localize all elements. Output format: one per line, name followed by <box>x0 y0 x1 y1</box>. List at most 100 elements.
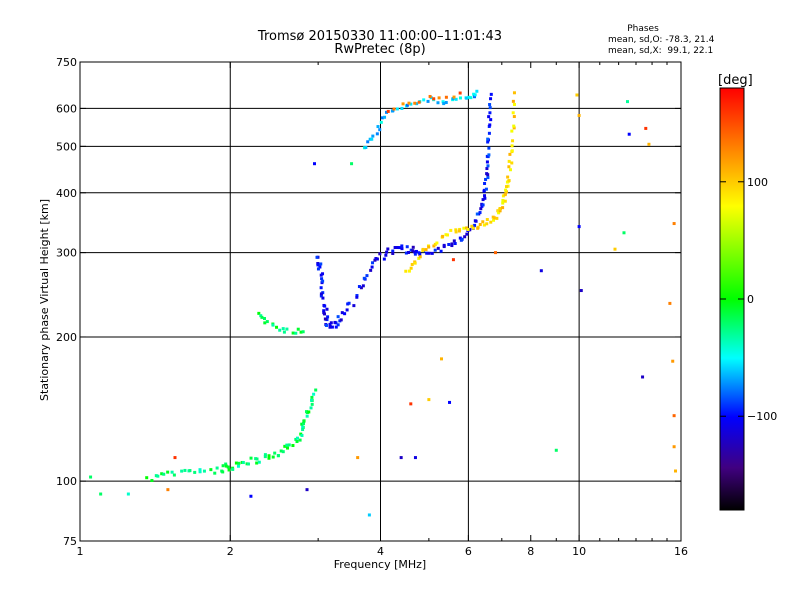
data-point <box>407 101 411 105</box>
data-point <box>263 453 267 457</box>
data-point <box>172 473 176 477</box>
data-point <box>407 269 411 273</box>
data-point <box>237 461 241 465</box>
data-point <box>430 251 434 255</box>
data-point <box>501 206 505 210</box>
colorbar-tick-label: −100 <box>747 410 777 423</box>
data-point <box>326 315 330 319</box>
data-point <box>224 462 228 466</box>
data-point <box>462 226 466 230</box>
data-point <box>485 172 489 176</box>
data-point <box>257 311 261 315</box>
x-tick-label: 2 <box>227 545 234 558</box>
data-point <box>383 115 387 119</box>
data-point <box>415 102 419 106</box>
data-point <box>319 286 323 290</box>
data-point <box>392 107 396 111</box>
data-point <box>435 241 439 245</box>
data-point <box>281 450 285 454</box>
data-point <box>319 262 323 266</box>
data-point <box>273 451 277 455</box>
data-point <box>483 181 487 185</box>
data-point <box>287 443 291 447</box>
data-point <box>622 231 626 235</box>
data-point <box>476 226 480 230</box>
data-point <box>512 126 516 130</box>
data-point <box>302 422 306 426</box>
data-point <box>150 479 154 483</box>
chart-title: Tromsø 20150330 11:00:00–11:01:43 <box>257 29 502 44</box>
data-point <box>501 194 505 198</box>
data-point <box>445 233 449 237</box>
data-point <box>458 227 462 231</box>
data-point <box>489 97 493 101</box>
data-point <box>625 100 629 104</box>
data-point <box>386 109 390 113</box>
data-point <box>510 161 514 165</box>
data-point <box>224 464 228 468</box>
data-point <box>271 323 275 327</box>
data-point <box>300 422 304 426</box>
x-tick-label: 4 <box>377 545 384 558</box>
data-point <box>202 469 206 473</box>
data-point <box>505 180 509 184</box>
data-point <box>193 470 197 474</box>
data-point <box>452 239 456 243</box>
data-point <box>282 330 286 334</box>
data-point <box>221 464 225 468</box>
data-point <box>263 455 267 459</box>
data-point <box>160 472 164 476</box>
data-point <box>322 309 326 313</box>
data-point <box>384 253 388 257</box>
data-point <box>352 304 356 308</box>
data-point <box>397 246 401 250</box>
data-point <box>283 444 287 448</box>
data-point <box>413 261 417 265</box>
phases-x-summary: mean, sd,X: 99.1, 22.1 <box>608 46 713 56</box>
data-point <box>301 425 305 429</box>
data-point <box>89 475 93 479</box>
data-point <box>378 252 382 256</box>
data-point <box>330 325 334 329</box>
data-point <box>427 251 431 255</box>
data-point <box>255 461 259 465</box>
data-point <box>260 315 264 319</box>
data-point <box>473 93 477 97</box>
data-point <box>278 328 282 332</box>
data-point <box>473 223 477 227</box>
data-point <box>475 89 479 93</box>
data-point <box>234 461 238 465</box>
data-point <box>554 448 558 452</box>
data-point <box>482 189 486 193</box>
data-point <box>421 247 425 251</box>
data-point <box>345 308 349 312</box>
data-point <box>454 230 458 234</box>
data-point <box>209 468 213 472</box>
data-point <box>99 492 103 496</box>
chart-subtitle: RwPretec (8p) <box>334 42 425 57</box>
data-point <box>285 327 289 331</box>
data-point <box>484 177 488 181</box>
data-point <box>409 248 413 252</box>
data-point <box>481 220 485 224</box>
data-point <box>385 110 389 114</box>
data-point <box>334 325 338 329</box>
data-point <box>413 252 417 256</box>
data-point <box>504 188 508 192</box>
data-point <box>156 474 160 478</box>
data-point <box>198 470 202 474</box>
data-point <box>295 440 299 444</box>
data-point <box>485 222 489 226</box>
data-point <box>488 123 492 127</box>
data-point <box>579 289 583 293</box>
data-point <box>471 226 475 230</box>
data-point <box>414 249 418 253</box>
data-point <box>340 311 344 315</box>
data-point <box>310 398 314 402</box>
data-point <box>488 106 492 110</box>
data-point <box>672 222 676 226</box>
data-point <box>468 228 472 232</box>
data-point <box>668 301 672 305</box>
axis-ticks: 1 2 4 6 8 10 16 75 100 200 300 400 500 600 750 <box>56 56 688 558</box>
